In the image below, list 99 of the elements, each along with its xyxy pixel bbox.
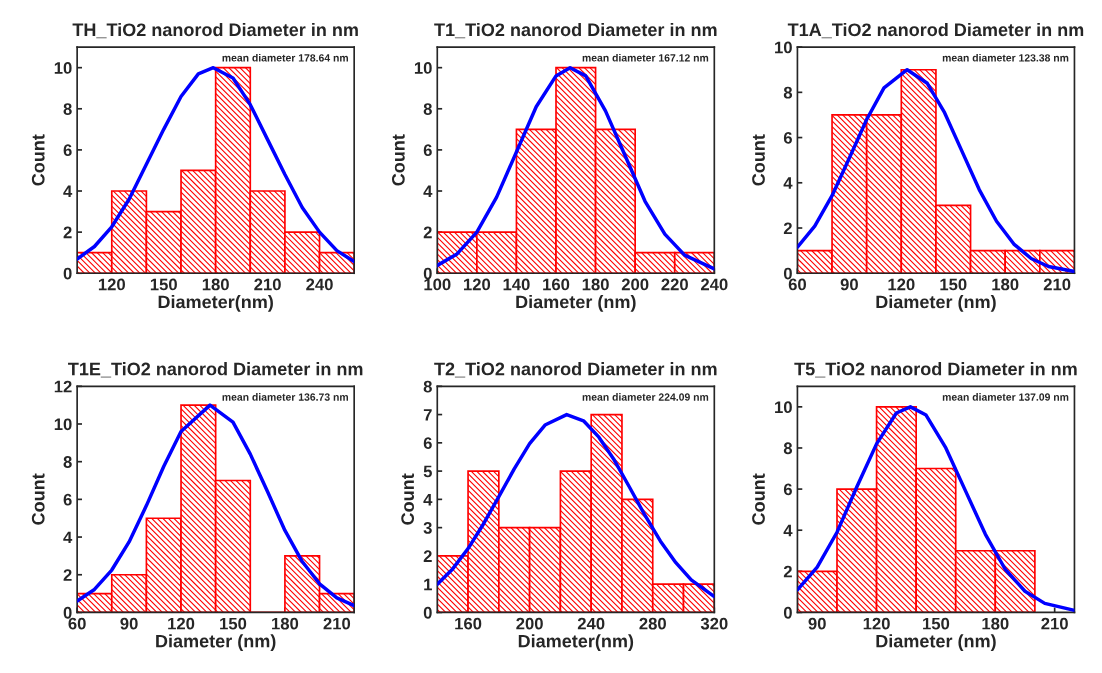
x-tick-label: 60 [68,617,86,630]
x-tick-label: 210 [254,278,281,291]
y-tick-label: 6 [63,493,72,506]
x-tick-label: 210 [1041,617,1068,630]
y-tick-label: 1 [424,578,432,591]
y-tick-label: 2 [63,569,72,581]
y-axis-title: Count [752,473,765,525]
y-tick-label: 8 [63,456,72,468]
x-tick-label: 200 [621,278,649,291]
y-tick-label: 6 [63,144,72,157]
y-tick-label: 10 [414,62,432,74]
chart-title: TH_TiO2 nanorod Diameter in nm [72,22,358,39]
x-tick-label: 150 [923,617,950,630]
y-tick-label: 0 [63,606,72,619]
y-tick-label: 8 [63,103,72,115]
x-tick-label: 180 [582,278,609,291]
y-tick-label: 7 [423,409,432,421]
annotation: mean diameter 224.09 nm [582,393,709,401]
y-tick-label: 2 [423,226,432,239]
y-tick-label: 0 [783,267,792,280]
x-tick-label: 210 [323,617,351,630]
x-tick-label: 150 [220,617,247,630]
y-tick-label: 2 [423,550,432,562]
x-tick-label: 220 [661,278,688,291]
x-tick-label: 120 [168,617,195,630]
annotation: mean diameter 167.12 nm [582,53,709,62]
y-tick-label: 10 [54,418,72,431]
y-tick-label: 8 [783,442,793,455]
y-tick-label: 8 [423,103,432,115]
x-tick-label: 100 [424,278,451,291]
annotation: mean diameter 137.09 nm [942,393,1069,401]
annotation: mean diameter 123.38 nm [942,53,1069,62]
y-tick-label: 3 [423,522,432,534]
x-axis-title: Diameter (nm) [876,295,996,312]
y-tick-label: 8 [783,86,793,99]
x-axis-title: Diameter(nm) [518,634,634,652]
y-tick-label: 6 [783,483,792,496]
x-tick-label: 240 [306,278,333,291]
y-axis-title: Count [401,473,415,525]
x-tick-label: 90 [840,278,858,291]
x-tick-label: 120 [888,278,915,291]
y-tick-label: 0 [783,606,792,619]
x-axis-title: Diameter (nm) [876,634,996,652]
y-tick-label: 6 [423,144,432,157]
y-tick-label: 4 [783,524,793,537]
y-tick-label: 0 [63,267,72,280]
x-axis-title: Diameter(nm) [158,295,273,312]
x-tick-label: 320 [700,617,728,630]
y-tick-label: 2 [63,226,72,239]
y-tick-label: 10 [775,401,792,414]
x-tick-label: 120 [863,617,890,630]
x-tick-label: 280 [639,617,666,630]
x-tick-label: 180 [272,617,299,630]
y-tick-label: 0 [423,606,432,619]
x-tick-label: 90 [120,617,138,630]
x-tick-label: 160 [455,617,482,630]
y-axis-title: Count [31,473,45,525]
x-tick-label: 140 [503,278,530,291]
y-tick-label: 10 [54,62,72,74]
chart-title: T1A_TiO2 nanorod Diameter in nm [787,22,1084,39]
x-tick-label: 240 [700,278,728,291]
y-tick-label: 2 [783,565,792,578]
y-tick-label: 6 [423,437,432,450]
y-tick-label: 4 [63,531,73,544]
y-tick-label: 2 [783,222,792,235]
y-axis-title: Count [752,134,765,186]
y-axis-title: Count [31,134,45,186]
y-tick-label: 8 [423,380,432,393]
x-axis-title: Diameter (nm) [156,634,276,652]
x-tick-label: 200 [516,617,543,630]
x-tick-label: 160 [543,278,570,291]
x-tick-label: 90 [808,617,826,630]
x-axis-title: Diameter (nm) [516,295,636,312]
x-tick-label: 180 [982,617,1009,630]
x-tick-label: 180 [202,278,229,291]
y-tick-label: 6 [783,131,792,144]
x-tick-label: 240 [577,617,605,630]
y-tick-label: 5 [423,465,432,478]
y-axis-title: Count [391,134,405,186]
y-tick-label: 4 [423,185,433,198]
x-tick-label: 180 [992,278,1019,291]
x-tick-label: 210 [1043,278,1071,291]
annotation: mean diameter 178.64 nm [222,53,348,62]
y-tick-label: 4 [63,185,73,198]
chart-title: T2_TiO2 nanorod Diameter in nm [434,362,717,378]
chart-title: T1_TiO2 nanorod Diameter in nm [434,22,717,39]
annotation: mean diameter 136.73 nm [222,393,348,401]
x-tick-label: 60 [788,278,807,291]
x-tick-label: 150 [150,278,177,291]
chart-title: T1E_TiO2 nanorod Diameter in nm [68,362,363,378]
x-tick-label: 150 [940,278,967,291]
chart-title: T5_TiO2 nanorod Diameter in nm [794,362,1077,378]
x-tick-label: 120 [464,278,491,291]
x-tick-label: 120 [98,278,125,291]
y-tick-label: 0 [423,267,432,280]
y-tick-label: 12 [54,380,72,393]
y-tick-label: 4 [423,493,433,506]
y-tick-label: 4 [783,177,793,189]
y-tick-label: 10 [775,41,792,54]
